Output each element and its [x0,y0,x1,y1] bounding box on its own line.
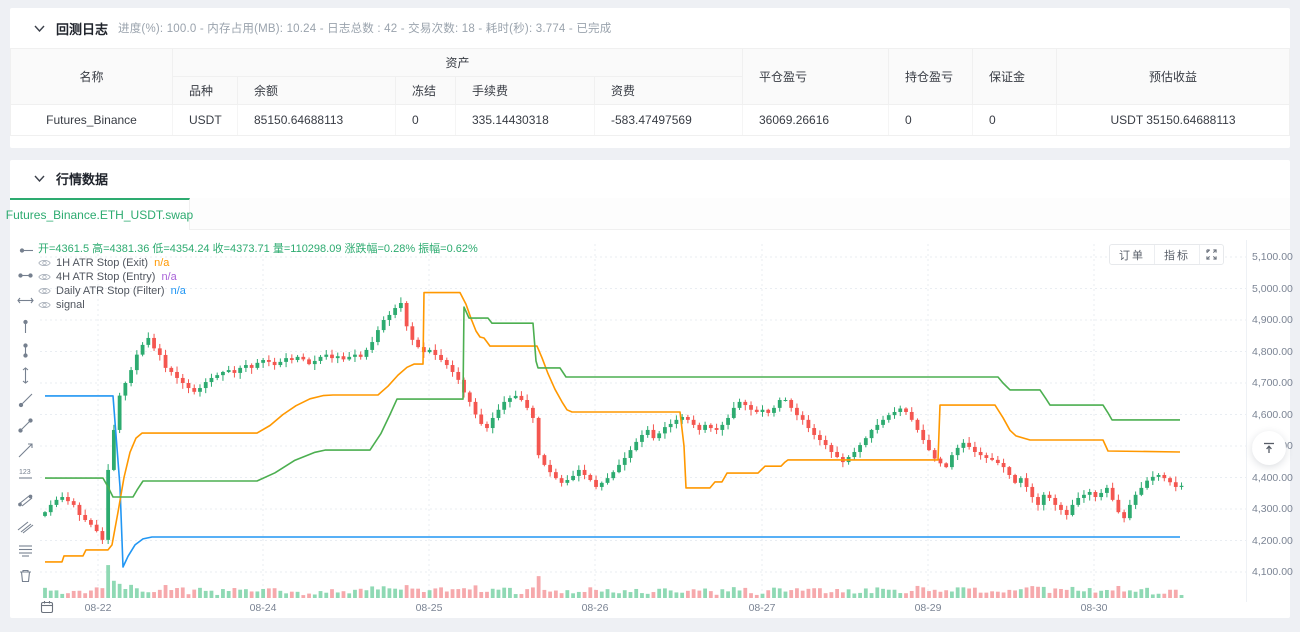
vertical-line-icon[interactable] [17,367,34,384]
col-header-assets-group: 资产 [173,49,743,77]
col-header-position-pnl: 持仓盈亏 [889,49,973,105]
cell-margin: 0 [973,105,1057,135]
price-axis-label: 4,900.00 [1252,314,1293,326]
button-divider [1199,245,1200,264]
to-top-icon [1264,442,1274,453]
legend-row-signal: signal [38,298,478,312]
trend-segment-icon[interactable] [17,417,34,434]
market-data-title: 行情数据 [56,171,109,187]
cell-closed-pnl: 36069.26616 [743,105,889,135]
time-axis-label: 08-24 [249,602,277,614]
kline-chart-pane: 123 开=4361.5 高=4381.36 低=4354.24 收=4373.… [10,236,1293,618]
col-header-frozen: 冻结 [396,77,456,105]
symbol-tab-strip: Futures_Binance.ETH_USDT.swap [6,198,1290,230]
cell-fee: 335.14430318 [456,105,595,135]
indicators-button[interactable]: 指标 [1164,249,1190,262]
price-axis-label: 4,600.00 [1252,408,1293,421]
legend-label: signal [56,299,85,311]
orders-button[interactable]: 订单 [1119,249,1145,262]
market-data-card: 行情数据 Futures_Binance.ETH_USDT.swap 123 开… [6,160,1293,618]
col-header-variety: 品种 [173,77,238,105]
parallel-lines-icon[interactable] [17,492,34,509]
backtest-log-card: 回测日志 进度(%): 100.0 - 内存占用(MB): 10.24 - 日志… [10,8,1290,148]
chart-button-group: 订单 指标 [1109,244,1224,265]
price-axis-label: 4,800.00 [1252,345,1293,358]
vertical-ray-icon[interactable] [17,317,34,334]
trend-line-icon[interactable] [17,442,34,459]
price-axis-label: 4,200.00 [1252,534,1293,547]
time-axis-label: 08-25 [415,602,443,614]
vertical-segment-icon[interactable] [17,342,34,359]
cell-funding: -583.47497569 [595,105,743,135]
time-axis-label: 08-26 [581,602,609,614]
kline-plot[interactable] [40,240,1247,602]
cell-position-pnl: 0 [889,105,973,135]
price-axis-label: 4,100.00 [1252,566,1293,578]
time-axis-label: 08-29 [914,602,942,614]
drawing-toolbar: 123 [10,242,40,584]
price-axis-label: 4,400.00 [1252,471,1293,484]
price-line-icon[interactable]: 123 [17,467,34,484]
backtest-log-header: 回测日志 进度(%): 100.0 - 内存占用(MB): 10.24 - 日志… [30,18,611,38]
cell-estimated: USDT 35150.64688113 [1057,105,1289,135]
cell-frozen: 0 [396,105,456,135]
price-axis-label: 5,100.00 [1252,251,1293,263]
market-data-header: 行情数据 [30,168,108,188]
collapse-chevron-icon[interactable] [30,19,48,37]
scroll-to-top-button[interactable] [1252,431,1286,465]
price-channel-icon[interactable] [17,517,34,534]
time-axis-label: 08-27 [748,602,776,614]
ohlc-readout: 开=4361.5 高=4381.36 低=4354.24 收=4373.71 量… [38,243,478,255]
price-axis-label: 5,000.00 [1252,282,1293,295]
cell-account-name: Futures_Binance [11,105,173,135]
calendar-icon[interactable] [40,600,54,614]
eye-icon[interactable] [38,271,51,284]
col-header-funding: 资费 [595,77,743,105]
trash-icon[interactable] [17,567,34,584]
price-axis-label: 4,700.00 [1252,377,1293,389]
tab-symbol[interactable]: Futures_Binance.ETH_USDT.swap [6,198,193,230]
trend-ray-icon[interactable] [17,392,34,409]
col-header-balance: 余额 [238,77,396,105]
eye-icon[interactable] [38,257,51,270]
col-header-closed-pnl: 平仓盈亏 [743,49,889,105]
cell-variety: USDT [173,105,238,135]
cell-balance: 85150.64688113 [238,105,396,135]
col-header-margin: 保证金 [973,49,1057,105]
legend-label: 4H ATR Stop (Entry) [56,271,156,283]
horizontal-ray-icon[interactable] [17,242,34,259]
collapse-chevron-icon[interactable] [30,169,48,187]
legend-label: Daily ATR Stop (Filter) [56,285,165,297]
fullscreen-button[interactable] [1200,245,1223,264]
horizontal-line-icon[interactable] [16,292,34,309]
legend-label: 1H ATR Stop (Exit) [56,257,149,269]
legend-row-4h-atr: 4H ATR Stop (Entry) n/a [38,270,478,284]
legend-value: n/a [170,285,186,297]
asset-table: 名称 资产 品种 余额 冻结 手续费 资费 平仓盈亏 持仓盈亏 保证金 预估收益… [10,48,1290,136]
col-header-name: 名称 [11,49,173,105]
magnet-lines-icon[interactable] [17,542,34,559]
backtest-status-text: 进度(%): 100.0 - 内存占用(MB): 10.24 - 日志总数 : … [118,23,612,35]
legend-row-daily-atr: Daily ATR Stop (Filter) n/a [38,284,478,298]
eye-icon[interactable] [38,285,51,298]
button-divider [1154,245,1155,264]
horizontal-segment-icon[interactable] [17,267,34,284]
chart-legend: 开=4361.5 高=4381.36 低=4354.24 收=4373.71 量… [38,242,478,312]
price-axis-label: 4,300.00 [1252,503,1293,515]
col-header-estimated: 预估收益 [1057,49,1289,105]
svg-text:123: 123 [19,469,31,476]
time-axis-label: 08-22 [84,602,112,614]
col-header-fee: 手续费 [456,77,595,105]
time-axis-label: 08-30 [1080,602,1108,614]
legend-row-1h-atr: 1H ATR Stop (Exit) n/a [38,256,478,270]
eye-icon[interactable] [38,299,51,312]
legend-value: n/a [161,271,177,283]
legend-value: n/a [154,257,170,269]
fullscreen-icon [1206,249,1217,260]
backtest-log-title: 回测日志 [56,21,109,37]
